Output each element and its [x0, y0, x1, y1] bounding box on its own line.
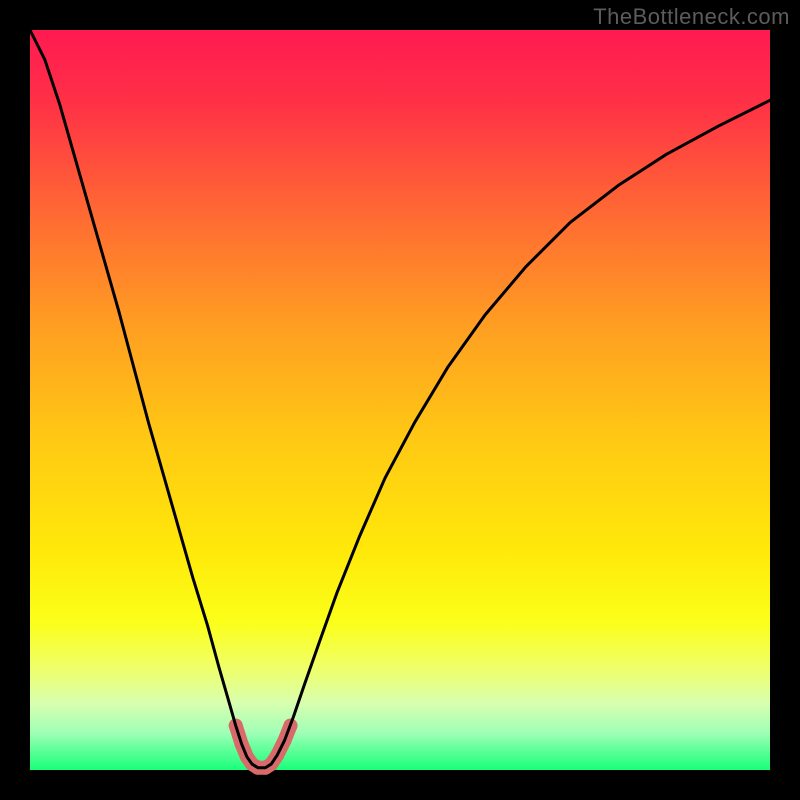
chart-container: TheBottleneck.com	[0, 0, 800, 800]
bottleneck-chart	[0, 0, 800, 800]
